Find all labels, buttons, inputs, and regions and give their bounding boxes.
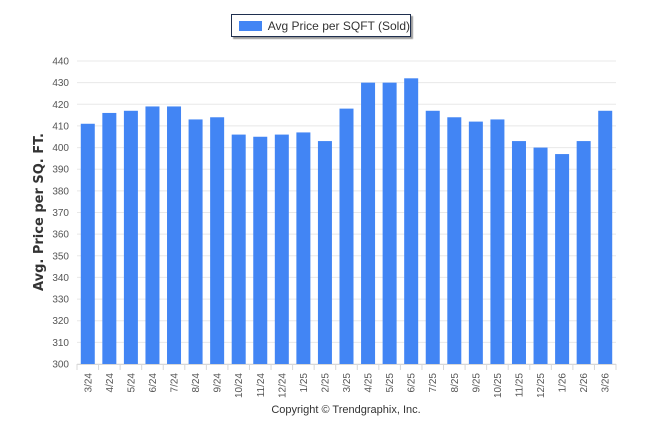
- x-tick-label: 11/25: [514, 373, 525, 398]
- bar-8-25[interactable]: [447, 117, 462, 365]
- bar-5-25[interactable]: [382, 82, 397, 365]
- x-tick-label: 12/25: [536, 373, 547, 398]
- bar-3-24[interactable]: [80, 123, 95, 364]
- bar-9-25[interactable]: [468, 121, 483, 364]
- legend-swatch: [239, 20, 262, 31]
- y-axis-title: Avg. Price per SQ. FT.: [32, 133, 47, 291]
- y-tick-label: 400: [52, 143, 69, 154]
- bar-9-24[interactable]: [210, 117, 225, 365]
- x-tick-label: 9/24: [213, 373, 224, 393]
- y-tick-label: 300: [52, 360, 69, 371]
- x-tick-label: 3/26: [601, 373, 612, 393]
- x-tick-label: 5/24: [126, 373, 137, 393]
- y-axis-ticks: 300 310 320 330 340 350 360 370 380 390 400 410 420 4…: [52, 57, 69, 371]
- bar-5-24[interactable]: [123, 110, 138, 365]
- bar-7-25[interactable]: [425, 110, 440, 365]
- bar-8-24[interactable]: [188, 119, 203, 364]
- x-axis: 3/24 4/24 5/24 6/24 7/24 8/24 9/24 10/24 11/24 12…: [76, 364, 617, 398]
- bars: [80, 78, 613, 365]
- y-tick-label: 350: [52, 251, 69, 262]
- bar-2-26[interactable]: [576, 141, 591, 364]
- x-tick-label: 7/24: [170, 373, 181, 393]
- x-tick-label: 6/25: [407, 373, 418, 393]
- bar-6-24[interactable]: [145, 106, 160, 364]
- x-tick-label: 10/25: [493, 373, 504, 398]
- x-tick-label: 8/25: [450, 373, 461, 393]
- y-tick-label: 320: [52, 316, 69, 327]
- bar-4-25[interactable]: [361, 82, 376, 365]
- x-tick-label: 8/24: [191, 373, 202, 393]
- bar-2-25[interactable]: [317, 141, 332, 364]
- x-tick-label: 2/26: [579, 373, 590, 393]
- y-tick-label: 330: [52, 295, 69, 306]
- y-tick-label: 340: [52, 273, 69, 284]
- y-tick-label: 390: [52, 165, 69, 176]
- bar-11-24[interactable]: [253, 136, 268, 364]
- legend-label: Avg Price per SQFT (Sold): [267, 18, 410, 33]
- x-tick-label: 9/25: [471, 373, 482, 393]
- bar-12-25[interactable]: [533, 147, 548, 364]
- copyright-text: Copyright © Trendgraphix, Inc.: [271, 404, 420, 416]
- x-tick-label: 2/25: [320, 373, 331, 393]
- bar-10-25[interactable]: [490, 119, 505, 364]
- x-tick-label: 3/24: [83, 373, 94, 393]
- x-tick-label: 4/24: [105, 373, 116, 393]
- bar-12-24[interactable]: [274, 134, 289, 364]
- y-tick-label: 410: [52, 121, 69, 132]
- chart-legend[interactable]: Avg Price per SQFT (Sold): [231, 14, 411, 37]
- bar-3-25[interactable]: [339, 108, 354, 364]
- bar-4-24[interactable]: [102, 112, 117, 364]
- x-tick-label: 4/25: [364, 373, 375, 393]
- y-tick-label: 380: [52, 186, 69, 197]
- bar-1-25[interactable]: [296, 132, 311, 364]
- bar-6-25[interactable]: [404, 78, 419, 365]
- x-tick-label: 3/25: [342, 373, 353, 393]
- bar-1-26[interactable]: [555, 154, 570, 364]
- y-tick-label: 310: [52, 338, 69, 349]
- x-tick-label: 7/25: [428, 373, 439, 393]
- x-tick-label: 1/26: [558, 373, 569, 393]
- x-tick-label: 5/25: [385, 373, 396, 393]
- bar-11-25[interactable]: [511, 141, 526, 364]
- x-tick-label: 11/24: [256, 373, 267, 398]
- bar-3-26[interactable]: [598, 110, 613, 365]
- y-tick-label: 420: [52, 100, 69, 111]
- x-tick-label: 12/24: [277, 373, 288, 398]
- x-tick-label: 1/25: [299, 373, 310, 393]
- bar-7-24[interactable]: [167, 106, 182, 364]
- bar-10-24[interactable]: [231, 134, 246, 364]
- y-tick-label: 430: [52, 78, 69, 89]
- x-tick-label: 10/24: [234, 373, 245, 398]
- y-tick-label: 360: [52, 230, 69, 241]
- y-tick-label: 440: [52, 57, 69, 68]
- x-tick-label: 6/24: [148, 373, 159, 393]
- y-tick-label: 370: [52, 208, 69, 219]
